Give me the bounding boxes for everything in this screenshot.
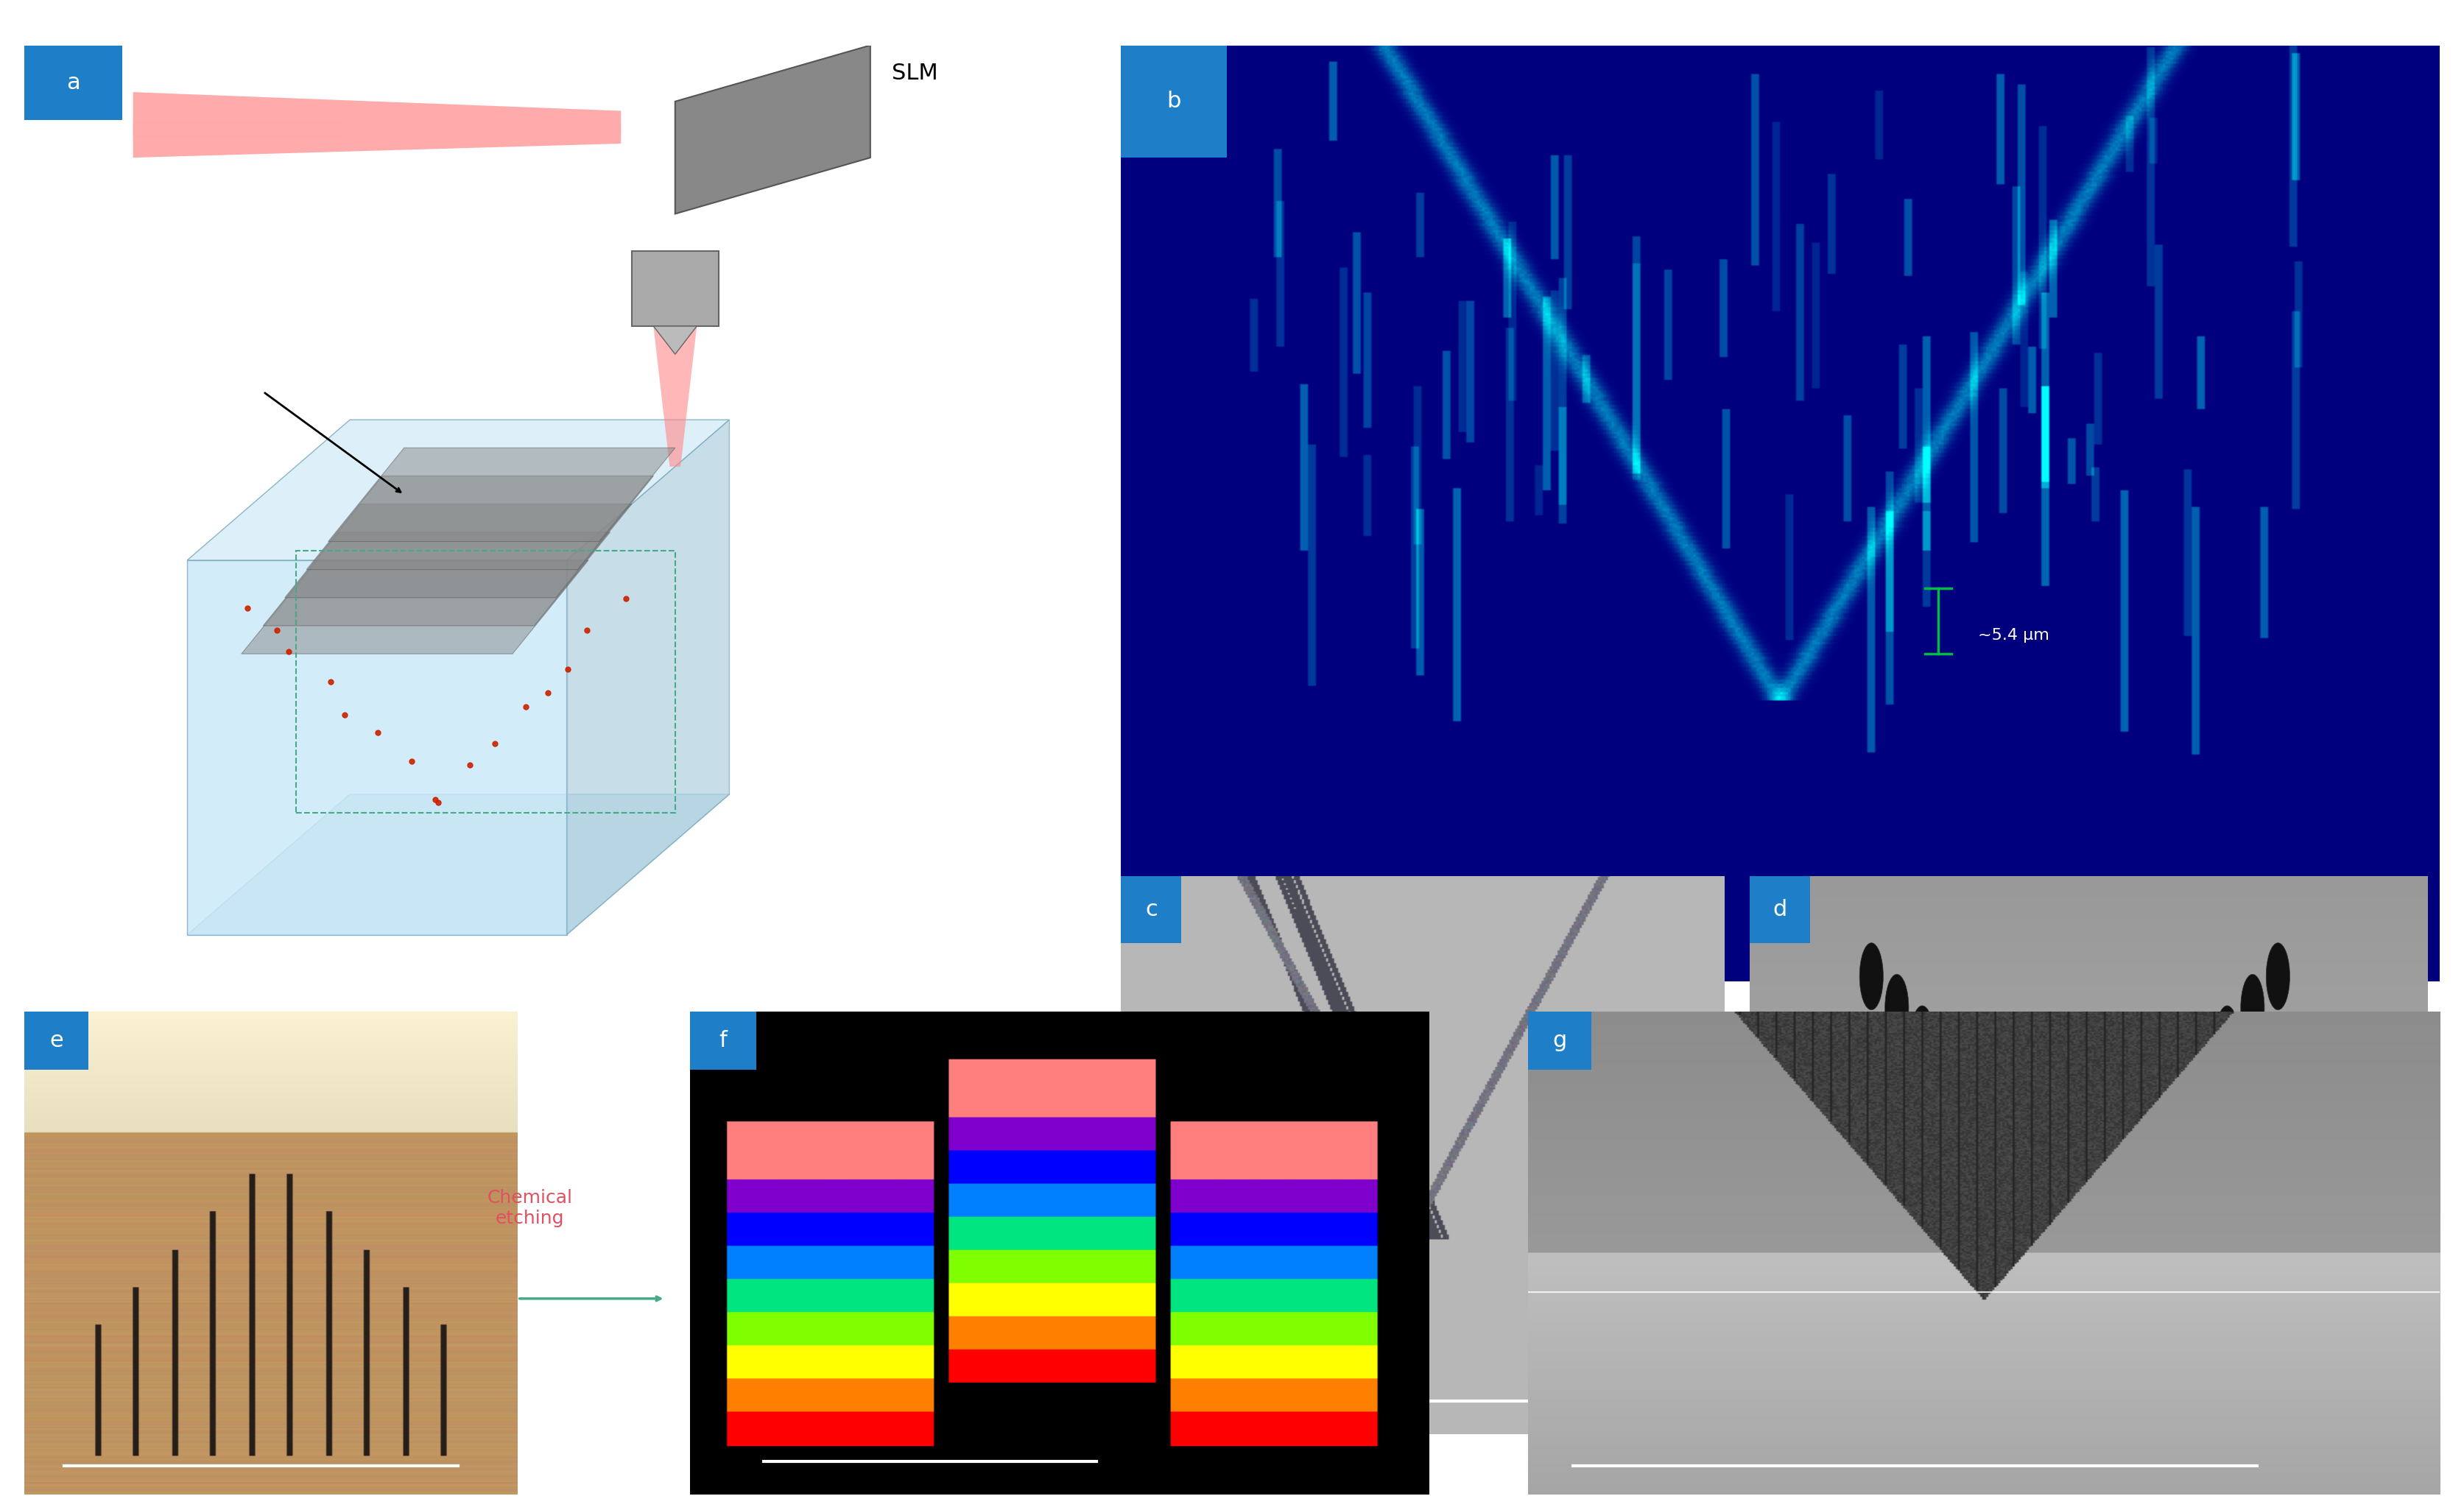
Text: b: b (1168, 91, 1180, 112)
Bar (1749, 876, 1811, 942)
Bar (25, 1012, 89, 1069)
Ellipse shape (2190, 1037, 2213, 1104)
Ellipse shape (2139, 1099, 2163, 1167)
Ellipse shape (2013, 1131, 2035, 1199)
Text: f: f (719, 1030, 727, 1051)
Text: a: a (67, 72, 81, 94)
Bar (690, 1012, 756, 1069)
Text: 6.3 μm: 6.3 μm (2230, 1164, 2282, 1179)
Ellipse shape (2267, 942, 2289, 1010)
Polygon shape (286, 504, 631, 598)
Polygon shape (631, 251, 719, 326)
Ellipse shape (2114, 1131, 2136, 1199)
Text: c: c (1146, 898, 1158, 920)
Polygon shape (241, 560, 589, 654)
Ellipse shape (1860, 942, 1882, 1010)
Ellipse shape (2215, 1006, 2240, 1072)
Polygon shape (675, 45, 870, 214)
Ellipse shape (1937, 1037, 1959, 1104)
Text: d: d (1772, 898, 1786, 920)
Polygon shape (187, 794, 729, 935)
Polygon shape (187, 420, 729, 560)
Ellipse shape (1885, 974, 1910, 1042)
Bar (1121, 876, 1183, 942)
Ellipse shape (1961, 1069, 1986, 1136)
Polygon shape (187, 560, 567, 935)
Polygon shape (133, 121, 621, 139)
Polygon shape (653, 326, 697, 467)
Ellipse shape (1910, 1006, 1934, 1072)
Bar (1528, 1012, 1592, 1069)
Polygon shape (653, 326, 697, 355)
Polygon shape (264, 532, 611, 625)
Polygon shape (133, 92, 621, 157)
Ellipse shape (2163, 1069, 2188, 1136)
Ellipse shape (2240, 974, 2264, 1042)
Text: g: g (1552, 1030, 1567, 1051)
Polygon shape (328, 448, 675, 542)
Text: e: e (49, 1030, 64, 1051)
Ellipse shape (2062, 1194, 2087, 1261)
Bar (1121, 45, 1227, 157)
Ellipse shape (2087, 1163, 2112, 1229)
Ellipse shape (1986, 1099, 2011, 1167)
Bar (25, 45, 123, 121)
Polygon shape (306, 476, 653, 569)
Ellipse shape (2038, 1163, 2060, 1229)
Text: SLM: SLM (892, 63, 939, 85)
Text: Chemical
etching: Chemical etching (488, 1188, 572, 1228)
Polygon shape (567, 420, 729, 935)
Text: ~5.4 μm: ~5.4 μm (1979, 628, 2050, 642)
